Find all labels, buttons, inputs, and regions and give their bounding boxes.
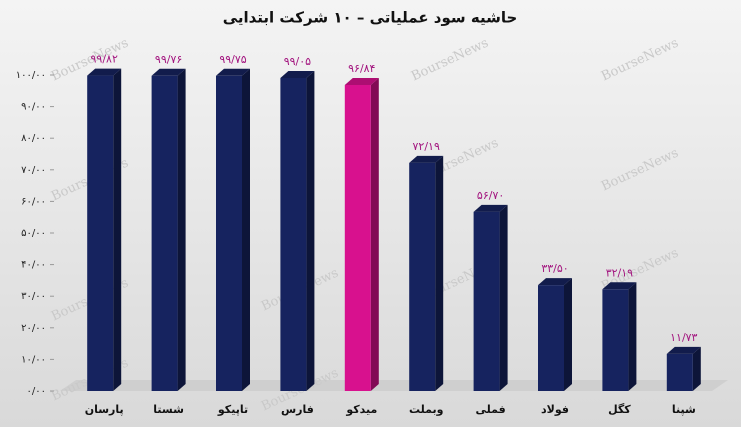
y-tick-label: ۰/۰۰ xyxy=(27,386,46,397)
value-label: ۱۱/۷۳ xyxy=(670,331,697,344)
x-tick-label: فارس xyxy=(281,403,314,416)
bar-top xyxy=(473,204,508,212)
bar-side xyxy=(113,68,122,392)
x-tick-label: میدکو xyxy=(345,403,377,416)
bar xyxy=(280,78,307,391)
bar xyxy=(666,353,693,391)
chart-title: حاشیه سود عملیاتی – ۱۰ شرکت ابتدایی xyxy=(223,9,518,27)
bar-side xyxy=(564,278,572,391)
bar-side xyxy=(499,204,508,391)
y-tick-label: ۶۰/۰۰ xyxy=(21,196,46,207)
x-tick-label: تاپیکو xyxy=(217,403,248,416)
value-label: ۹۹/۷۵ xyxy=(219,53,246,66)
bar xyxy=(409,162,436,391)
y-tick-label: ۱۰۰/۰۰ xyxy=(16,70,46,81)
bar-top xyxy=(666,346,701,354)
x-tick-label: وبملت xyxy=(409,403,444,416)
bar xyxy=(87,75,114,392)
bar xyxy=(602,289,629,391)
value-label: ۷۲/۱۹ xyxy=(413,140,440,153)
bar-side xyxy=(692,346,701,391)
bar-top xyxy=(538,278,572,286)
bar xyxy=(473,211,500,391)
bar-top xyxy=(280,71,315,79)
bar-top xyxy=(344,77,379,85)
x-tick-label: پارسان xyxy=(85,403,124,416)
bar xyxy=(151,75,178,392)
y-tick-label: ۳۰/۰۰ xyxy=(21,291,46,302)
x-tick-label: شستا xyxy=(153,403,184,416)
value-label: ۳۳/۵۰ xyxy=(541,262,568,275)
bar-top xyxy=(87,68,122,76)
x-tick-label: فولاد xyxy=(541,403,569,416)
y-tick-label: ۹۰/۰۰ xyxy=(21,102,46,113)
value-label: ۹۹/۰۵ xyxy=(284,55,311,68)
value-label: ۵۶/۷۰ xyxy=(477,189,504,202)
bar xyxy=(216,75,242,391)
value-label: ۳۲/۱۹ xyxy=(606,266,633,279)
bar-side xyxy=(435,155,444,391)
x-tick-label: شپنا xyxy=(672,403,696,416)
y-tick-label: ۵۰/۰۰ xyxy=(21,228,46,239)
bar-side xyxy=(628,282,637,391)
x-tick-label: فملی xyxy=(475,403,505,416)
bar-top xyxy=(602,282,637,290)
value-label: ۹۶/۸۴ xyxy=(348,62,375,75)
bar-side xyxy=(242,68,250,391)
y-tick-label: ۲۰/۰۰ xyxy=(21,323,46,334)
y-tick-label: ۱۰/۰۰ xyxy=(21,354,46,365)
bar-side xyxy=(370,77,379,392)
y-tick-label: ۴۰/۰۰ xyxy=(21,260,46,271)
y-tick-label: ۸۰/۰۰ xyxy=(21,133,46,144)
bar xyxy=(344,84,371,392)
bar-top xyxy=(151,68,186,76)
bar-side xyxy=(306,71,315,391)
bar xyxy=(538,285,564,391)
bar-side xyxy=(177,68,186,392)
y-tick-label: ۷۰/۰۰ xyxy=(21,165,46,176)
x-tick-label: کگل xyxy=(608,403,631,416)
bar-top xyxy=(216,68,250,76)
value-label: ۹۹/۸۲ xyxy=(91,53,118,66)
bar-top xyxy=(409,155,444,163)
value-label: ۹۹/۷۶ xyxy=(155,53,182,66)
